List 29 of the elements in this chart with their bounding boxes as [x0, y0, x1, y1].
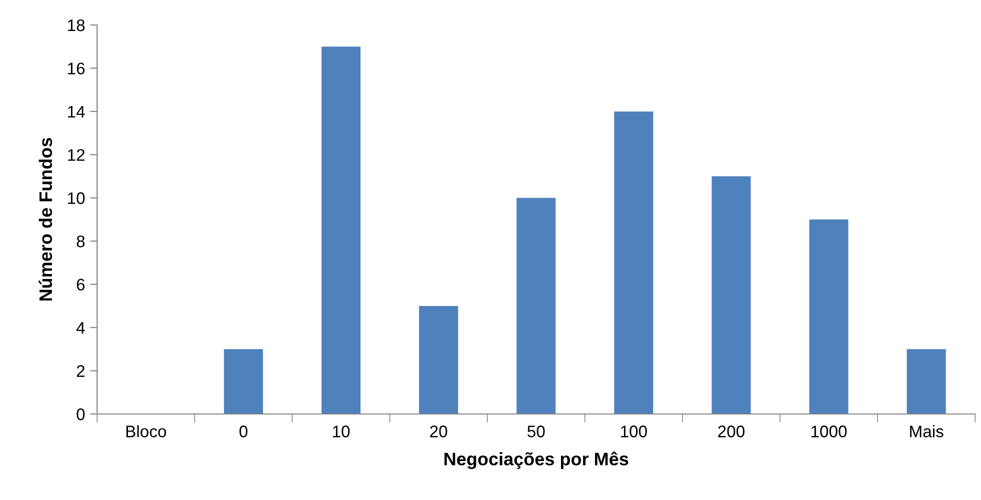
bar: [614, 111, 654, 414]
y-tick-label: 18: [68, 19, 85, 32]
x-tick-label: 200: [718, 426, 744, 438]
y-tick-label: 16: [68, 62, 85, 74]
x-tick-label: Bloco: [126, 425, 166, 438]
y-tick-label: 14: [68, 106, 85, 118]
bar: [516, 198, 556, 414]
y-tick-label: 6: [76, 278, 85, 291]
y-tick-label: 12: [68, 149, 84, 161]
x-tick-label: 0: [239, 426, 248, 438]
y-axis-title: Número de Fundos: [38, 138, 52, 301]
x-tick-label: Mais: [910, 425, 944, 438]
bar: [419, 306, 458, 414]
bar: [224, 349, 263, 414]
x-tick-label: 50: [528, 426, 545, 438]
y-tick-label: 4: [76, 322, 85, 334]
x-tick-label: 20: [430, 426, 448, 438]
x-tick-label: 10: [333, 426, 350, 438]
x-tick-label: 100: [621, 426, 647, 438]
bar: [712, 176, 751, 414]
y-tick-label: 2: [76, 365, 84, 377]
y-tick-label: 8: [76, 236, 85, 248]
bar: [321, 46, 361, 414]
bar: [809, 220, 848, 414]
x-axis-title: Negociações por Mês: [444, 452, 628, 470]
x-tick-label: 1000: [812, 426, 847, 438]
bar: [906, 349, 946, 414]
y-tick-label: 10: [68, 192, 85, 204]
y-tick-label: 0: [76, 408, 85, 420]
